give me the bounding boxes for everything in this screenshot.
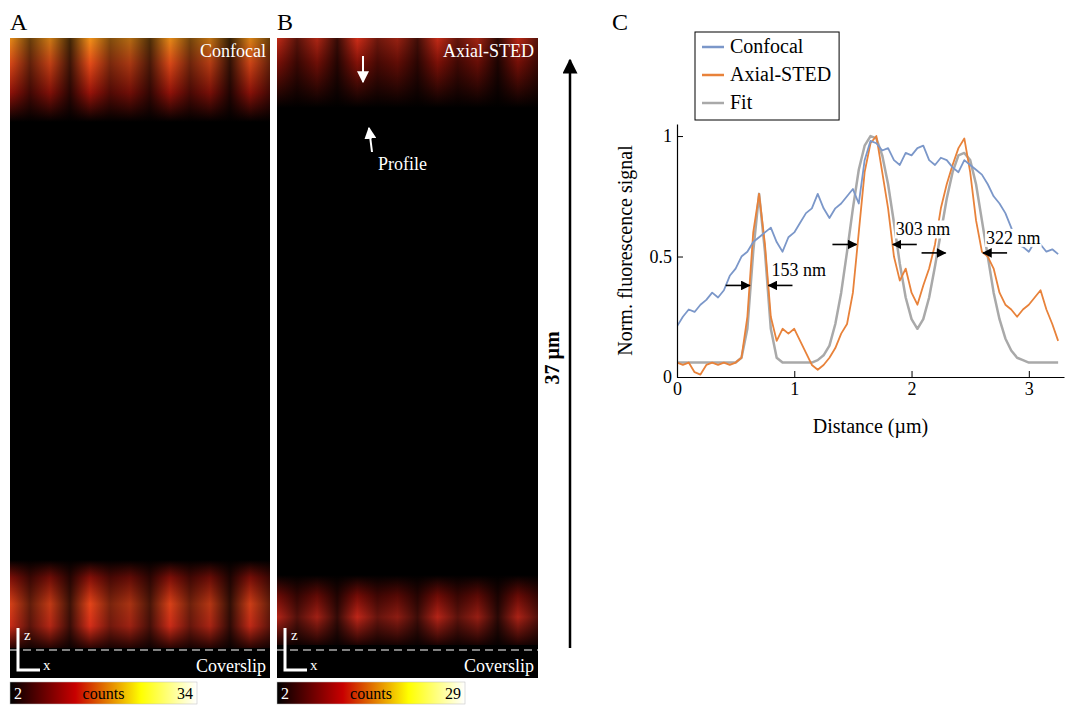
series-line (677, 136, 1058, 375)
label-patch (985, 229, 1042, 247)
legend: Confocal Axial-STED Fit (695, 32, 839, 120)
annotation: 303 nm (832, 219, 951, 244)
colorbar (277, 682, 465, 704)
legend-box (695, 32, 839, 120)
colorbar-tick-label: 2 (281, 685, 289, 702)
image-band (277, 575, 538, 645)
colorbar-label: counts (83, 685, 125, 702)
annotation-label: 153 nm (771, 260, 826, 280)
colorbar (10, 682, 197, 704)
image-title: Axial-STED (443, 41, 534, 61)
image-band (277, 38, 538, 108)
x-tick: 3 (1025, 371, 1034, 399)
colorbar-tick-label: 29 (445, 685, 461, 702)
axis-letter: z (24, 627, 31, 643)
x-axis: 0 1 2 3 (673, 371, 1065, 399)
x-tick-label: 0 (673, 379, 682, 399)
y-tick: 0.5 (650, 247, 684, 267)
annotation-arrow (832, 244, 856, 246)
x-tick: 1 (790, 371, 799, 399)
coverslip-line (277, 649, 538, 650)
y-tick-label: 0 (663, 367, 672, 387)
annotation-arrow (983, 252, 1007, 254)
legend-swatch (702, 102, 724, 105)
scale-bar (285, 628, 307, 670)
legend-label: Fit (730, 91, 753, 113)
legend-swatch (702, 74, 724, 77)
axis-letter: x (43, 657, 51, 673)
y-tick-mark (677, 257, 683, 258)
image-band (10, 560, 270, 648)
image-background (10, 38, 270, 678)
panel-letter: C (612, 9, 628, 35)
plot-area (677, 136, 1058, 375)
legend-label: Axial-STED (730, 63, 831, 85)
label-patch (895, 220, 952, 238)
scale-bar (18, 628, 40, 670)
x-tick-label: 2 (908, 379, 917, 399)
annotation-arrow (893, 244, 917, 246)
y-tick-mark (677, 377, 683, 378)
y-tick-label: 1 (663, 126, 672, 146)
scale-arrow (569, 60, 572, 648)
x-tick-mark (794, 371, 795, 377)
image-panel: Confocal Coverslip zx (10, 38, 270, 678)
legend-swatch (702, 46, 724, 49)
x-tick: 2 (908, 371, 917, 399)
figure: ConfocalCoverslipzxA234countsAxial-STEDC… (0, 0, 1076, 706)
annotation-label: 322 nm (986, 228, 1041, 248)
image-background (277, 38, 538, 678)
x-tick-mark (1029, 371, 1030, 377)
image-band (10, 38, 270, 122)
y-axis-line (677, 125, 678, 378)
image-band (10, 38, 270, 122)
image-panel: Axial-STED Coverslip zx Profile (277, 38, 538, 678)
annotation: 322 nm (922, 228, 1042, 253)
coverslip-line (10, 649, 270, 650)
legend-label: Confocal (730, 35, 804, 57)
scale-arrow-label: 37 µm (541, 331, 564, 385)
y-axis-title: Norm. fluorescence signal (614, 145, 637, 356)
y-tick: 0 (663, 367, 683, 387)
annotation-arrow (369, 128, 372, 152)
axis-letter: x (310, 657, 318, 673)
x-tick-label: 3 (1025, 379, 1034, 399)
y-tick-label: 0.5 (650, 247, 673, 267)
y-tick-mark (677, 136, 683, 137)
annotation-arrow (922, 252, 946, 254)
coverslip-label: Coverslip (464, 656, 534, 676)
image-title: Confocal (200, 41, 266, 61)
series-line (677, 141, 1058, 327)
colorbar-label: counts (350, 685, 392, 702)
image-band (277, 38, 538, 108)
panel-letter: A (10, 9, 28, 35)
colorbar-tick-label: 2 (14, 685, 22, 702)
annotation: Profile (378, 154, 427, 174)
image-band (10, 560, 270, 648)
annotation-label: 303 nm (896, 219, 951, 239)
annotation: 153 nm (726, 260, 827, 285)
colorbar-tick-label: 34 (177, 685, 193, 702)
image-band (277, 575, 538, 645)
coverslip-label: Coverslip (196, 656, 266, 676)
panel-letter: B (277, 9, 293, 35)
annotation-arrow (362, 56, 364, 82)
x-axis-line (678, 377, 1065, 378)
axis-letter: z (291, 627, 298, 643)
series-line (677, 136, 1058, 362)
annotation-arrow (726, 285, 750, 287)
annotation-arrow (768, 285, 792, 287)
y-tick: 1 (663, 126, 683, 146)
x-tick-mark (912, 371, 913, 377)
x-axis-title: Distance (µm) (813, 415, 928, 438)
x-tick-label: 1 (790, 379, 799, 399)
label-patch (770, 261, 827, 279)
y-axis: 00.51 (650, 125, 684, 388)
